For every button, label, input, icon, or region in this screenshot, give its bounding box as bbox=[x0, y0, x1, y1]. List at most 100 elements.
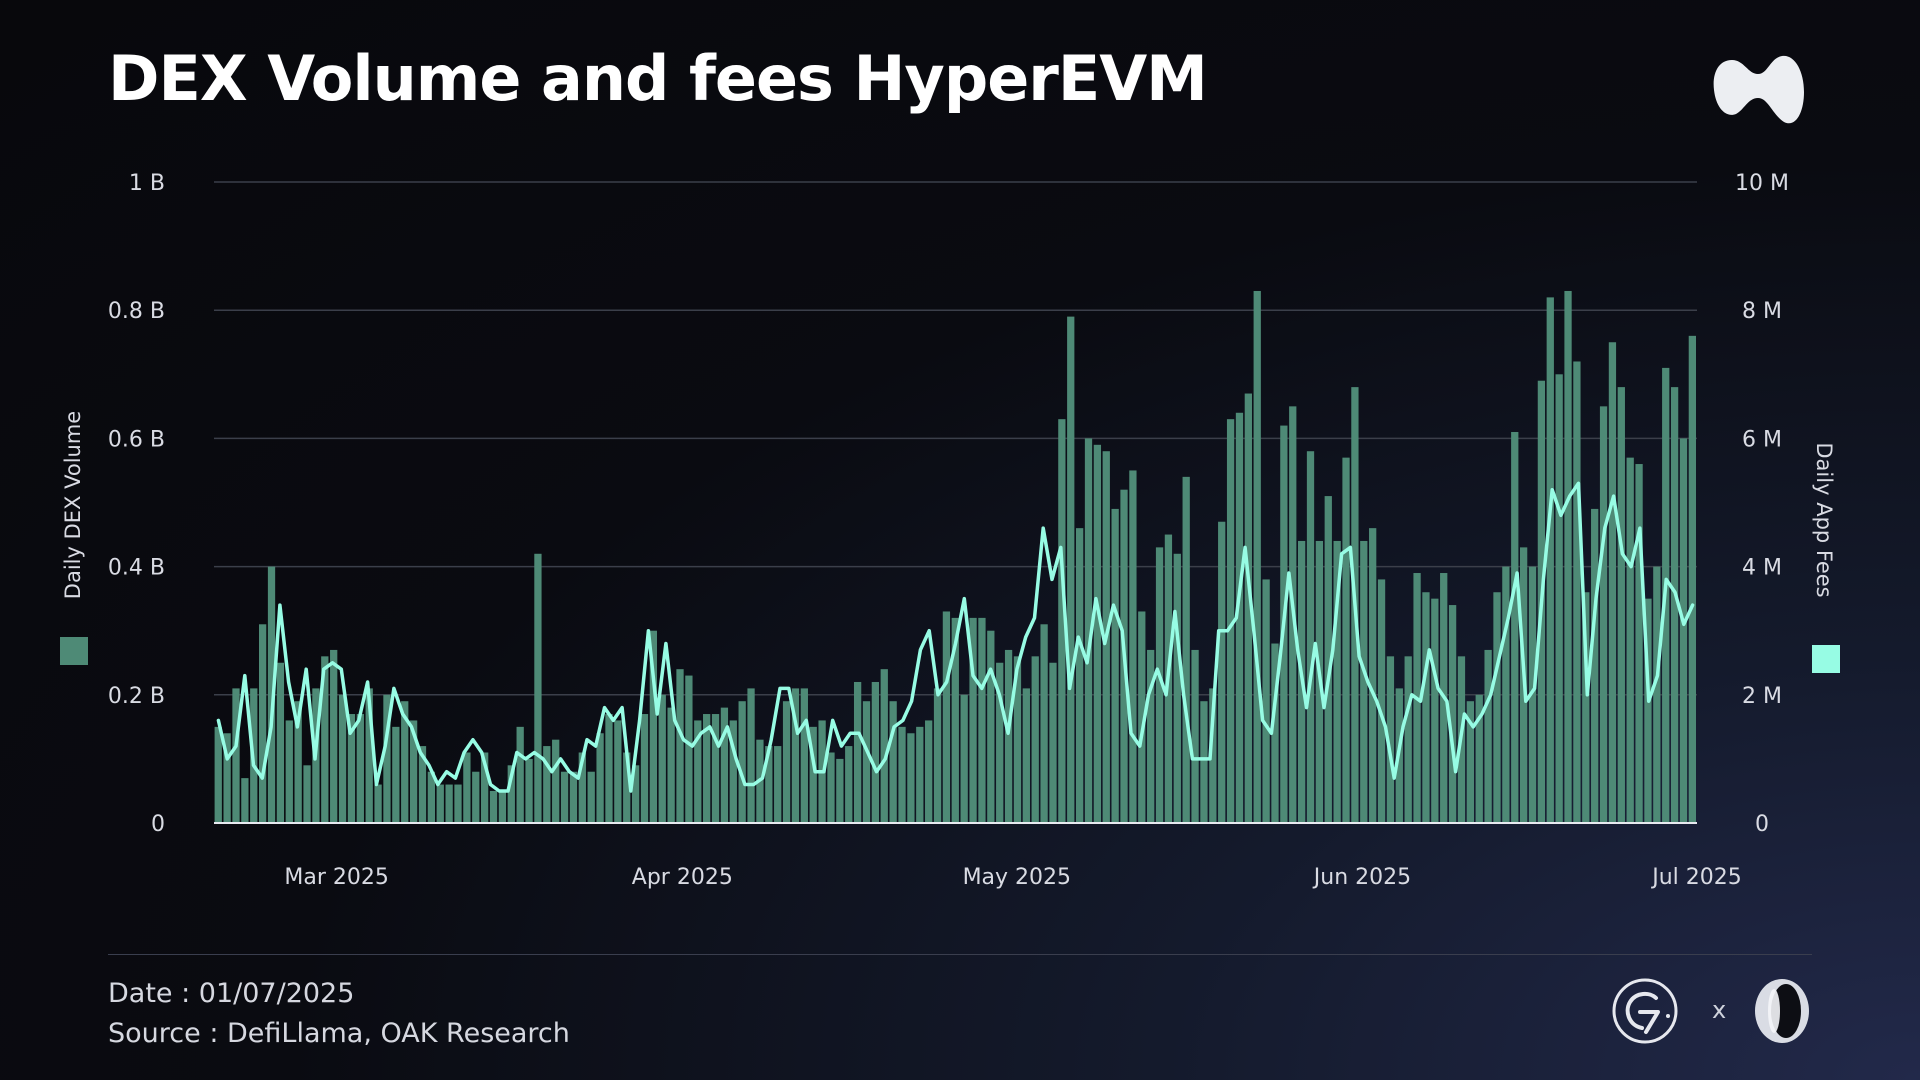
volume-bar bbox=[1209, 688, 1217, 823]
volume-bar bbox=[534, 553, 542, 823]
volume-bar bbox=[996, 662, 1004, 823]
volume-bar bbox=[1670, 387, 1679, 823]
volume-bar bbox=[1688, 335, 1696, 823]
volume-bar bbox=[711, 714, 720, 823]
volume-bar bbox=[303, 765, 311, 823]
volume-bar bbox=[1129, 470, 1137, 823]
x-tick-label: Jun 2025 bbox=[1312, 865, 1411, 890]
right-tick-label: 4 M bbox=[1742, 556, 1782, 581]
volume-bar bbox=[1635, 464, 1643, 823]
volume-bar bbox=[676, 669, 684, 823]
left-tick-label: 0.6 B bbox=[108, 427, 165, 452]
volume-bar bbox=[1075, 528, 1084, 823]
volume-bar bbox=[925, 720, 933, 823]
right-axis-label: Daily App Fees bbox=[1812, 442, 1836, 597]
x-tick-label: Mar 2025 bbox=[284, 865, 389, 890]
x-axis-ticks: Mar 2025 Apr 2025 May 2025 Jun 2025 Jul 2025 bbox=[284, 865, 1741, 890]
volume-bar bbox=[1040, 624, 1048, 823]
volume-bar bbox=[1271, 643, 1279, 823]
volume-bar bbox=[560, 771, 569, 823]
volume-bar bbox=[1182, 476, 1190, 823]
volume-bar bbox=[330, 649, 338, 823]
volume-bar bbox=[685, 675, 693, 823]
volume-bar bbox=[516, 726, 524, 823]
volume-bar bbox=[1422, 592, 1430, 823]
volume-bar bbox=[267, 566, 276, 823]
volume-bar bbox=[1528, 566, 1537, 823]
volume-bar bbox=[365, 688, 373, 823]
volume-bar bbox=[836, 758, 844, 823]
volume-bar bbox=[942, 611, 951, 823]
volume-bar bbox=[347, 714, 356, 823]
volume-bar bbox=[1386, 656, 1395, 823]
volume-bar bbox=[1555, 374, 1563, 823]
volume-bar bbox=[1582, 592, 1590, 823]
volume-bar bbox=[552, 739, 560, 823]
volume-bar bbox=[1564, 290, 1572, 824]
volume-bar bbox=[614, 720, 622, 823]
volume-bar bbox=[454, 784, 462, 823]
volume-bar bbox=[259, 624, 267, 823]
volume-bar bbox=[667, 707, 675, 823]
volume-bar bbox=[694, 720, 702, 823]
right-tick-label: 2 M bbox=[1742, 684, 1782, 709]
volume-bar bbox=[978, 617, 986, 823]
volume-bar bbox=[409, 720, 418, 823]
volume-bar bbox=[241, 778, 249, 823]
volume-bar bbox=[862, 701, 871, 823]
volume-bar bbox=[1608, 342, 1617, 823]
volume-bar bbox=[1093, 444, 1102, 823]
volume-bar bbox=[294, 701, 302, 823]
right-axis-ticks: 0 2 M 4 M 6 M 8 M 10 M bbox=[1735, 171, 1789, 837]
volume-bar bbox=[889, 701, 897, 823]
x-tick-label: May 2025 bbox=[963, 865, 1071, 890]
volume-bar bbox=[418, 746, 427, 823]
volume-bar bbox=[436, 784, 444, 823]
volume-bar bbox=[623, 752, 631, 823]
volume-bar bbox=[1004, 649, 1013, 823]
left-legend-swatch bbox=[60, 637, 88, 665]
volume-bar bbox=[1324, 496, 1332, 823]
hyperliquid-logo-icon bbox=[1713, 55, 1804, 124]
volume-bar bbox=[800, 688, 808, 823]
volume-bar bbox=[658, 694, 666, 823]
volume-bar bbox=[1369, 528, 1377, 823]
volume-bar bbox=[338, 694, 347, 823]
volume-bar bbox=[1626, 457, 1634, 823]
volume-bar bbox=[951, 617, 959, 823]
volume-bar bbox=[401, 701, 409, 823]
volume-bar bbox=[916, 726, 924, 823]
volume-bar bbox=[525, 758, 533, 823]
volume-bar bbox=[782, 701, 791, 823]
volume-bar bbox=[1218, 521, 1226, 823]
footer-divider bbox=[108, 954, 1812, 955]
volume-bar bbox=[1431, 598, 1439, 823]
volume-bar bbox=[587, 771, 595, 823]
volume-bar bbox=[481, 752, 489, 823]
fees-line bbox=[216, 481, 1695, 793]
volume-bar bbox=[1031, 656, 1039, 823]
volume-bar bbox=[791, 688, 800, 823]
volume-bar bbox=[507, 765, 515, 823]
volume-bar bbox=[933, 688, 942, 823]
volume-bar bbox=[1360, 540, 1368, 823]
volume-bar bbox=[1333, 540, 1341, 823]
left-tick-label: 0.2 B bbox=[108, 684, 165, 709]
volume-bar bbox=[1155, 547, 1164, 823]
volume-bar bbox=[853, 681, 862, 823]
volume-bar bbox=[1049, 662, 1057, 823]
right-tick-label: 10 M bbox=[1735, 171, 1789, 196]
volume-bar bbox=[445, 784, 453, 823]
volume-bar bbox=[1644, 598, 1652, 823]
volume-bar bbox=[489, 790, 498, 823]
left-tick-label: 0 bbox=[151, 812, 165, 837]
volume-bar bbox=[1235, 412, 1244, 823]
volume-bars bbox=[214, 290, 1696, 824]
g7-logo-icon bbox=[1612, 978, 1678, 1044]
oak-logo-icon bbox=[1755, 979, 1809, 1043]
left-axis-label: Daily DEX Volume bbox=[61, 411, 85, 599]
volume-bar bbox=[729, 720, 737, 823]
volume-bar bbox=[1546, 297, 1554, 823]
volume-bar bbox=[1475, 694, 1483, 823]
volume-bar bbox=[738, 701, 746, 823]
